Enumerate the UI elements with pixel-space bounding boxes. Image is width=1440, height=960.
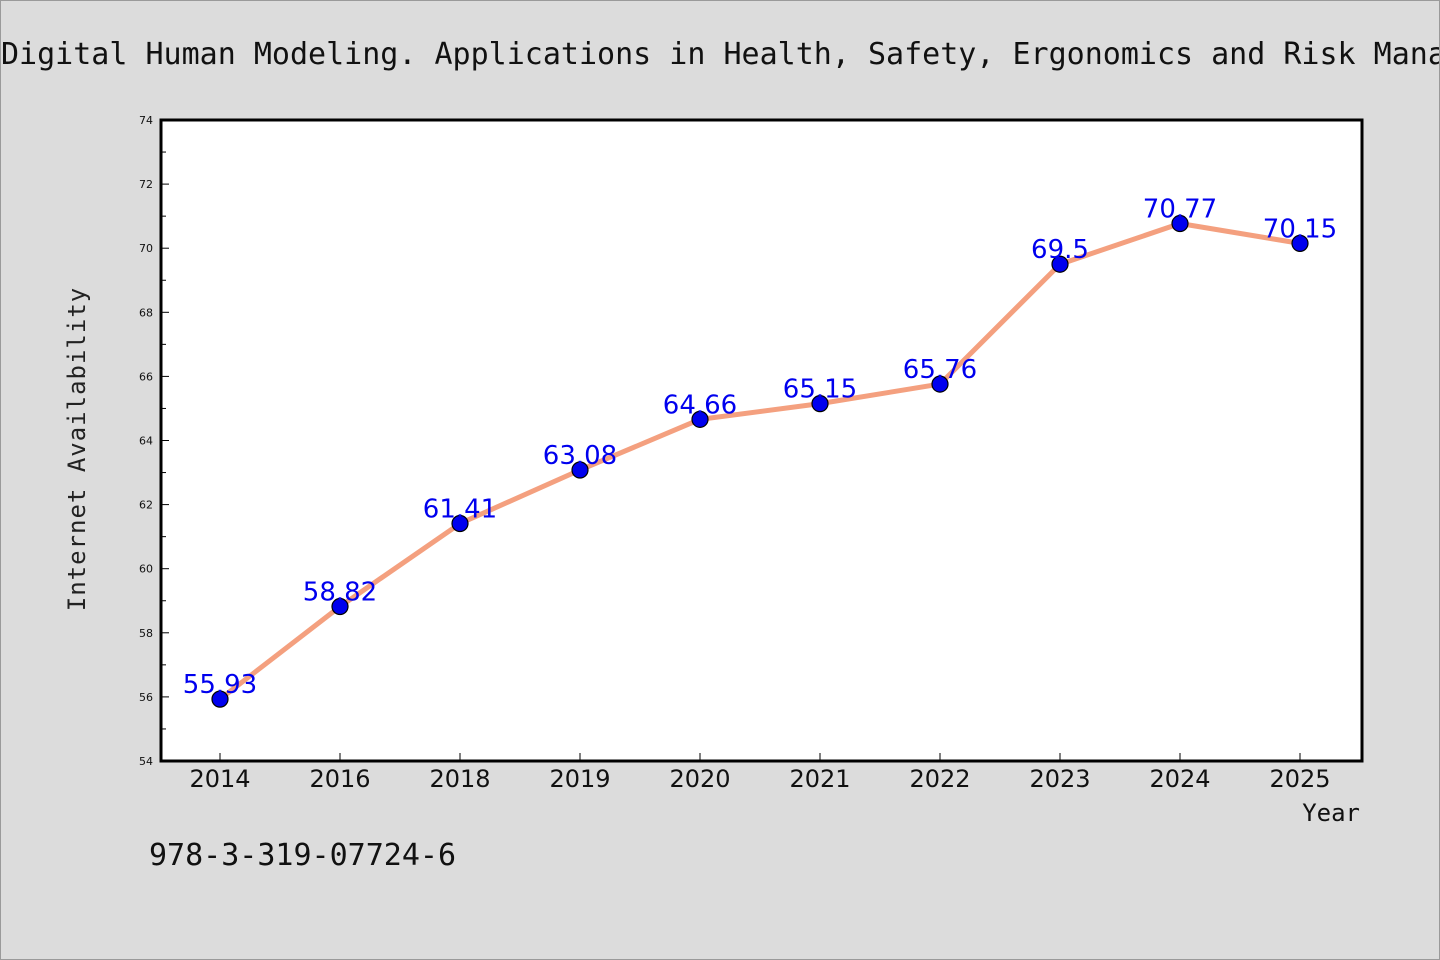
data-point-marker <box>1171 214 1189 233</box>
data-point-marker <box>211 690 229 708</box>
data-label: 69.5 <box>1031 235 1089 265</box>
x-tick-label: 2019 <box>549 765 610 793</box>
data-point-marker <box>571 461 589 479</box>
x-tick-label: 2023 <box>1029 765 1090 793</box>
y-tick-label: 72 <box>139 178 153 191</box>
x-tick-label: 2024 <box>1149 765 1210 793</box>
data-label: 65.15 <box>783 375 857 405</box>
data-labels: 55.93 58.82 61.41 63.08 64.66 65.15 65.76 69.5 7… <box>183 195 1337 701</box>
x-tick-label: 2022 <box>909 765 970 793</box>
x-tick-label: 2018 <box>429 765 490 793</box>
data-point-marker <box>811 395 829 413</box>
y-tick-label: 64 <box>139 435 153 448</box>
data-point-marker <box>1291 234 1309 252</box>
data-label: 63.08 <box>543 441 617 471</box>
y-tick-label: 56 <box>139 691 153 704</box>
y-tick-label: 74 <box>139 114 153 127</box>
y-axis: 54 56 58 60 62 64 66 68 70 72 74 <box>139 114 169 768</box>
data-label: 70.15 <box>1263 214 1337 244</box>
data-label: 70.77 <box>1143 195 1217 225</box>
data-label: 58.82 <box>303 578 377 608</box>
x-tick-label: 2016 <box>309 765 370 793</box>
x-tick-label: 2020 <box>669 765 730 793</box>
series-line <box>217 221 1303 702</box>
data-point-marker <box>1051 255 1069 273</box>
data-point-marker <box>931 375 949 393</box>
data-markers <box>211 214 1309 708</box>
y-tick-label: 66 <box>139 370 153 383</box>
x-tick-label: 2021 <box>789 765 850 793</box>
plot-area <box>159 118 1364 763</box>
y-tick-label: 58 <box>139 627 153 640</box>
data-label: 64.66 <box>663 390 737 420</box>
data-point-marker <box>451 514 469 533</box>
series-polyline <box>217 221 1303 702</box>
data-point-marker <box>691 410 709 428</box>
data-label: 55.93 <box>183 670 257 700</box>
data-point-marker <box>331 597 349 616</box>
y-tick-label: 54 <box>139 755 153 768</box>
x-tick-label: 2025 <box>1269 765 1330 793</box>
y-tick-label: 68 <box>139 306 153 319</box>
y-axis-label: Internet Availability <box>63 287 91 611</box>
y-tick-label: 70 <box>139 242 153 255</box>
isbn-footer-text: 978-3-319-07724-6 <box>149 838 456 873</box>
x-axis: 2014 2016 2018 2019 2020 2021 2022 2023 2024 2025 <box>189 753 1331 793</box>
y-tick-label: 62 <box>139 499 153 512</box>
data-label: 61.41 <box>423 495 497 525</box>
x-axis-label: Year <box>1302 799 1360 827</box>
y-tick-label: 60 <box>139 563 153 576</box>
data-label: 65.76 <box>903 355 977 385</box>
x-tick-label: 2014 <box>189 765 250 793</box>
chart-title: Digital Human Modeling. Applications in … <box>1 37 1439 72</box>
